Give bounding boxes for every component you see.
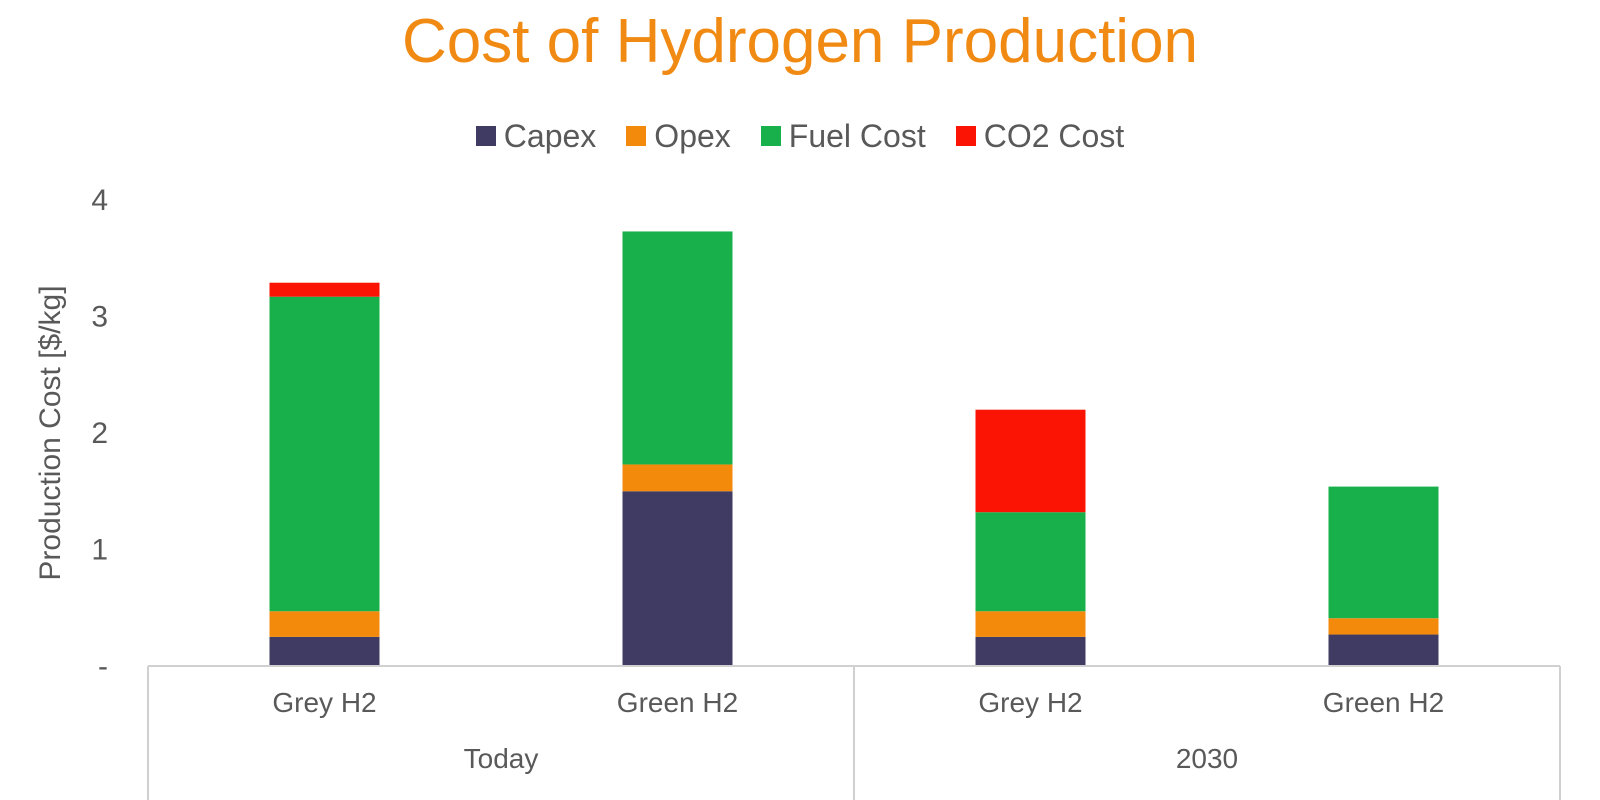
legend-swatch — [955, 126, 976, 146]
bar-segment — [1328, 634, 1439, 666]
bar-segment — [622, 491, 733, 666]
bar-segment — [622, 231, 733, 465]
bar-segment — [269, 296, 380, 612]
y-tick-label: - — [98, 650, 108, 683]
legend-label: CO2 Cost — [983, 117, 1125, 154]
bar-segment — [269, 282, 380, 297]
y-tick-label: 1 — [91, 534, 108, 567]
bar-segment — [1328, 486, 1439, 619]
legend-swatch — [760, 126, 781, 146]
legend-item: Fuel Cost — [760, 117, 926, 155]
legend-item: Capex — [475, 117, 597, 155]
y-tick-label: 2 — [91, 417, 108, 450]
legend-swatch — [475, 126, 496, 146]
y-tick-label: 4 — [91, 184, 108, 217]
y-axis-title: Production Cost [$/kg] — [34, 285, 67, 580]
bar-segment — [975, 636, 1086, 666]
legend-label: Fuel Cost — [788, 117, 926, 154]
x-category-label: Green H2 — [1323, 687, 1444, 718]
legend-label: Opex — [654, 117, 731, 154]
legend-item: Opex — [626, 117, 731, 155]
legend-label: Capex — [503, 117, 597, 154]
bar-segment — [269, 611, 380, 637]
bar-segment — [1328, 618, 1439, 635]
chart-title: Cost of Hydrogen Production — [401, 7, 1199, 76]
x-group-label: Today — [464, 743, 539, 774]
bar-segment — [975, 409, 1086, 513]
x-category-label: Grey H2 — [978, 687, 1082, 718]
bar-segment — [975, 512, 1086, 612]
bar-segment — [269, 636, 380, 666]
legend: Capex Opex Fuel Cost CO2 Cost — [0, 114, 1600, 158]
x-group-label: 2030 — [1176, 743, 1238, 774]
x-category-label: Green H2 — [617, 687, 738, 718]
legend-item: CO2 Cost — [955, 117, 1125, 155]
y-tick-label: 3 — [91, 301, 108, 334]
legend-swatch — [626, 126, 647, 146]
bar-segment — [622, 464, 733, 492]
x-category-label: Grey H2 — [272, 687, 376, 718]
bar-segment — [975, 611, 1086, 637]
